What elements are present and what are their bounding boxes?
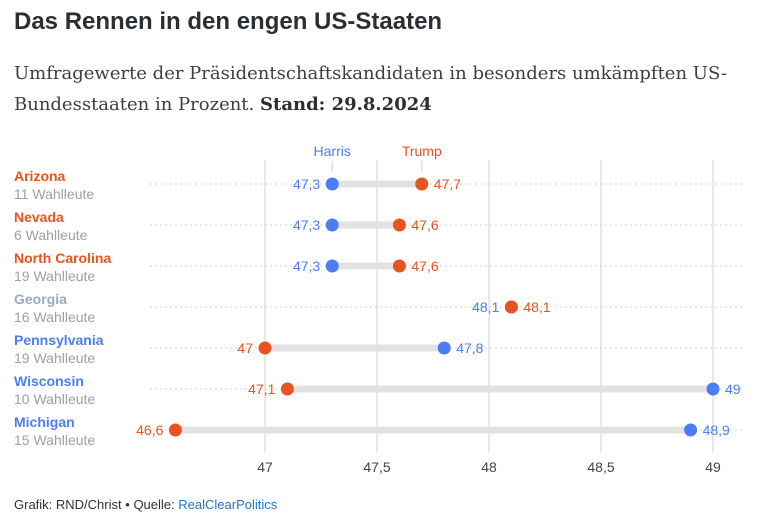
trump-point xyxy=(280,382,294,396)
chart-subtitle: Umfragewerte der Präsidentschaftskandida… xyxy=(14,58,754,120)
harris-point xyxy=(437,341,451,355)
source-link[interactable]: RealClearPolitics xyxy=(178,497,278,512)
chart-footer: Grafik: RND/Christ • Quelle: RealClearPo… xyxy=(14,497,277,512)
harris-value-label: 47,3 xyxy=(293,176,320,192)
trump-value-label: 47,1 xyxy=(248,381,275,397)
footer-separator: • xyxy=(125,497,130,512)
harris-point xyxy=(684,423,698,437)
harris-value-label: 47,8 xyxy=(456,340,483,356)
x-tick-label: 47 xyxy=(257,459,273,475)
harris-value-label: 47,3 xyxy=(293,217,320,233)
electors-label: 11 Wahlleute xyxy=(14,186,94,202)
electors-label: 16 Wahlleute xyxy=(14,309,95,325)
trump-point xyxy=(392,259,406,273)
state-label: Georgia xyxy=(14,291,67,307)
harris-point xyxy=(325,177,339,191)
trump-point xyxy=(168,423,182,437)
dumbbell-chart: Arizona 11 Wahlleute 47,3 47,7 Nevada 6 Wahll… xyxy=(14,143,745,475)
trump-point xyxy=(392,218,406,232)
trump-point xyxy=(415,177,429,191)
trump-value-label: 48,1 xyxy=(523,299,550,315)
electors-label: 6 Wahlleute xyxy=(14,227,88,243)
harris-value-label: 48,1 xyxy=(472,299,499,315)
x-tick-label: 48 xyxy=(481,459,497,475)
legend-trump: Trump xyxy=(402,143,442,159)
state-label: Nevada xyxy=(14,209,64,225)
harris-point xyxy=(325,259,339,273)
state-label: Arizona xyxy=(14,168,66,184)
chart-title: Das Rennen in den engen US-Staaten xyxy=(14,8,443,35)
trump-value-label: 47 xyxy=(237,340,253,356)
state-label: Michigan xyxy=(14,414,75,430)
harris-value-label: 47,3 xyxy=(293,258,320,274)
harris-value-label: 49 xyxy=(725,381,741,397)
state-label: Wisconsin xyxy=(14,373,84,389)
harris-value-label: 48,9 xyxy=(703,422,730,438)
electors-label: 10 Wahlleute xyxy=(14,391,95,407)
electors-label: 15 Wahlleute xyxy=(14,432,95,448)
trump-value-label: 47,6 xyxy=(411,258,438,274)
subtitle-text: Umfragewerte der Präsidentschaftskandida… xyxy=(14,63,728,115)
harris-point xyxy=(325,218,339,232)
subtitle-stand: Stand: 29.8.2024 xyxy=(260,94,432,115)
state-label: Pennsylvania xyxy=(14,332,104,348)
footer-credit: Grafik: RND/Christ xyxy=(14,497,122,512)
electors-label: 19 Wahlleute xyxy=(14,268,95,284)
trump-value-label: 47,6 xyxy=(411,217,438,233)
x-tick-label: 48,5 xyxy=(587,459,614,475)
harris-point xyxy=(706,382,720,396)
trump-point xyxy=(504,300,518,314)
trump-value-label: 46,6 xyxy=(136,422,163,438)
electors-label: 19 Wahlleute xyxy=(14,350,95,366)
trump-value-label: 47,7 xyxy=(434,176,461,192)
legend-harris: Harris xyxy=(314,143,351,159)
x-tick-label: 47,5 xyxy=(363,459,390,475)
footer-source-label: Quelle: xyxy=(133,497,175,512)
x-tick-label: 49 xyxy=(705,459,721,475)
state-label: North Carolina xyxy=(14,250,111,266)
trump-point xyxy=(258,341,272,355)
